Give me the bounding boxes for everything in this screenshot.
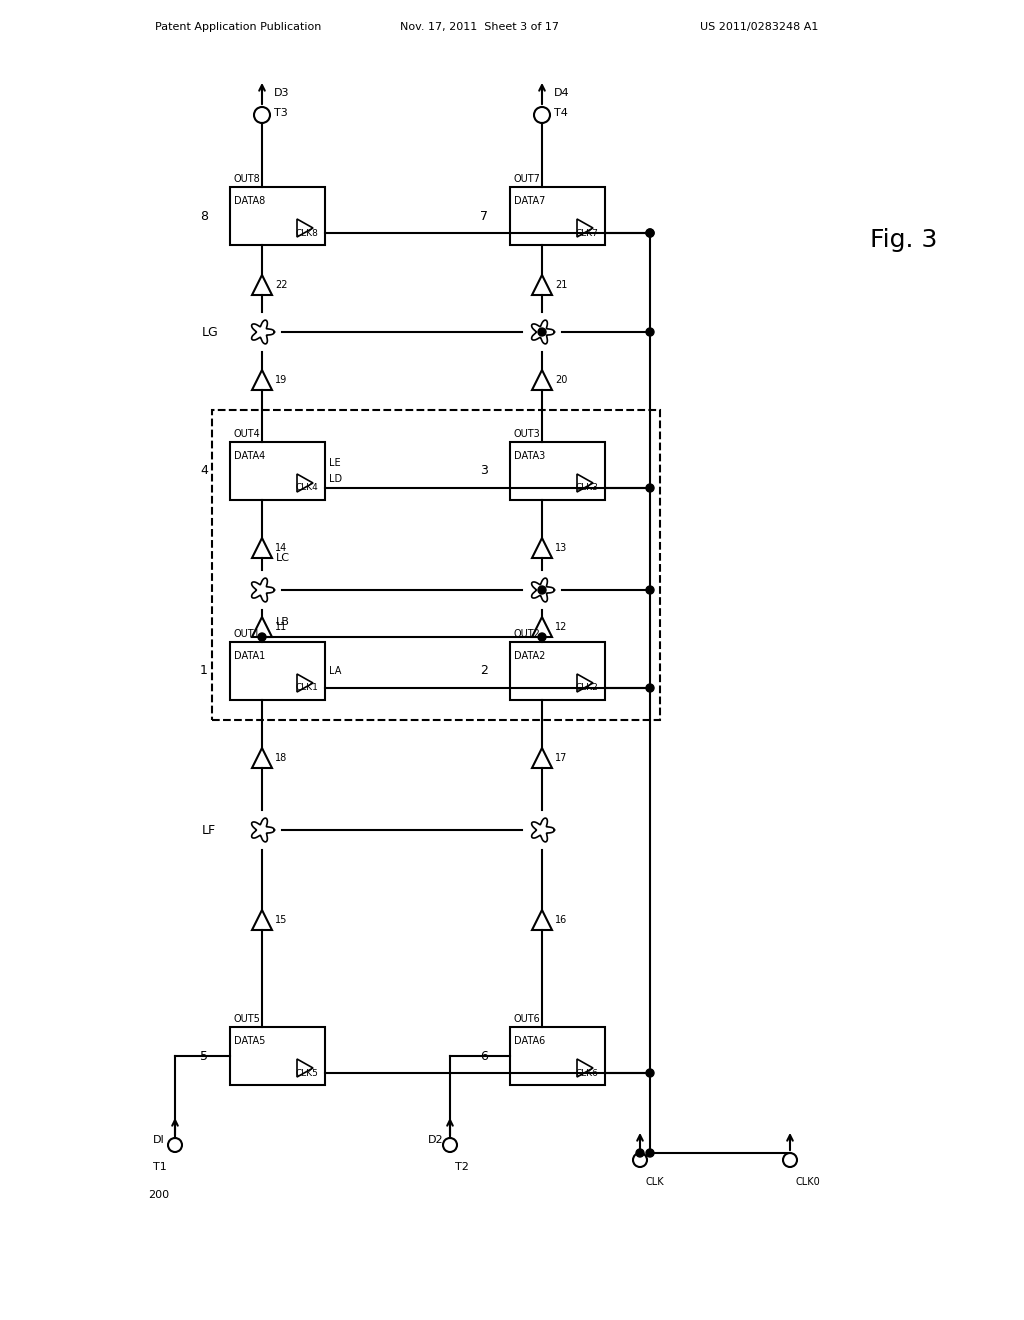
Circle shape <box>646 586 654 594</box>
Text: Nov. 17, 2011  Sheet 3 of 17: Nov. 17, 2011 Sheet 3 of 17 <box>400 22 559 32</box>
Text: T3: T3 <box>274 108 288 117</box>
Text: LE: LE <box>329 458 341 469</box>
Text: Patent Application Publication: Patent Application Publication <box>155 22 322 32</box>
Text: OUT1: OUT1 <box>234 630 261 639</box>
Circle shape <box>646 228 654 238</box>
Circle shape <box>538 327 546 337</box>
Circle shape <box>538 586 546 594</box>
Text: D2: D2 <box>428 1135 443 1144</box>
Text: D3: D3 <box>274 88 290 98</box>
Text: CLK0: CLK0 <box>795 1177 820 1187</box>
Text: 5: 5 <box>200 1049 208 1063</box>
Text: 6: 6 <box>480 1049 488 1063</box>
Text: T2: T2 <box>455 1162 469 1172</box>
Text: 16: 16 <box>555 915 567 925</box>
Text: 12: 12 <box>555 622 567 632</box>
Text: CLK: CLK <box>645 1177 664 1187</box>
Text: LG: LG <box>202 326 219 338</box>
Text: OUT6: OUT6 <box>514 1014 541 1024</box>
Text: 4: 4 <box>200 465 208 478</box>
Text: CLK4: CLK4 <box>295 483 317 492</box>
Bar <box>212 411 660 719</box>
Bar <box>510 642 605 700</box>
Text: LF: LF <box>202 824 216 837</box>
Bar <box>230 442 325 500</box>
Text: 20: 20 <box>555 375 567 385</box>
Text: 15: 15 <box>275 915 288 925</box>
Text: 2: 2 <box>480 664 488 677</box>
Text: LC: LC <box>276 553 290 564</box>
Circle shape <box>646 1148 654 1158</box>
Text: T1: T1 <box>153 1162 167 1172</box>
Text: LB: LB <box>276 616 290 627</box>
Text: DATA6: DATA6 <box>514 1036 545 1045</box>
Text: DATA8: DATA8 <box>234 195 265 206</box>
Text: DATA2: DATA2 <box>514 651 546 661</box>
Text: US 2011/0283248 A1: US 2011/0283248 A1 <box>700 22 818 32</box>
Text: 17: 17 <box>555 752 567 763</box>
Circle shape <box>646 228 654 238</box>
Text: 3: 3 <box>480 465 488 478</box>
Circle shape <box>538 634 546 642</box>
Text: DATA4: DATA4 <box>234 451 265 461</box>
Text: CLK2: CLK2 <box>575 684 598 693</box>
Text: CLK1: CLK1 <box>295 684 317 693</box>
Text: DI: DI <box>153 1135 165 1144</box>
Text: OUT5: OUT5 <box>234 1014 261 1024</box>
Text: OUT8: OUT8 <box>234 174 261 183</box>
Text: DATA7: DATA7 <box>514 195 546 206</box>
Text: OUT2: OUT2 <box>514 630 541 639</box>
Text: 21: 21 <box>555 280 567 290</box>
Text: LD: LD <box>329 474 342 484</box>
Bar <box>230 642 325 700</box>
Circle shape <box>646 1069 654 1077</box>
Text: 19: 19 <box>275 375 288 385</box>
Circle shape <box>258 634 266 642</box>
Bar <box>510 1027 605 1085</box>
Text: CLK3: CLK3 <box>575 483 598 492</box>
Text: CLK7: CLK7 <box>575 228 598 238</box>
Text: 11: 11 <box>275 622 288 632</box>
Text: 22: 22 <box>275 280 288 290</box>
Circle shape <box>646 684 654 692</box>
Text: 200: 200 <box>148 1191 169 1200</box>
Circle shape <box>636 1148 644 1158</box>
Text: CLK8: CLK8 <box>295 228 317 238</box>
Text: 7: 7 <box>480 210 488 223</box>
Text: 14: 14 <box>275 543 288 553</box>
Text: Fig. 3: Fig. 3 <box>870 228 937 252</box>
Circle shape <box>646 484 654 492</box>
Circle shape <box>646 327 654 337</box>
Text: CLK5: CLK5 <box>295 1068 317 1077</box>
Text: T4: T4 <box>554 108 568 117</box>
Text: DATA1: DATA1 <box>234 651 265 661</box>
Bar <box>230 1027 325 1085</box>
Text: DATA3: DATA3 <box>514 451 545 461</box>
Text: 8: 8 <box>200 210 208 223</box>
Text: OUT4: OUT4 <box>234 429 261 440</box>
Bar <box>510 442 605 500</box>
Text: D4: D4 <box>554 88 569 98</box>
Text: 1: 1 <box>200 664 208 677</box>
Text: DATA5: DATA5 <box>234 1036 265 1045</box>
Text: OUT3: OUT3 <box>514 429 541 440</box>
Bar <box>230 187 325 246</box>
Bar <box>510 187 605 246</box>
Text: OUT7: OUT7 <box>514 174 541 183</box>
Text: 18: 18 <box>275 752 288 763</box>
Text: LA: LA <box>329 667 341 676</box>
Text: 13: 13 <box>555 543 567 553</box>
Text: CLK6: CLK6 <box>575 1068 598 1077</box>
